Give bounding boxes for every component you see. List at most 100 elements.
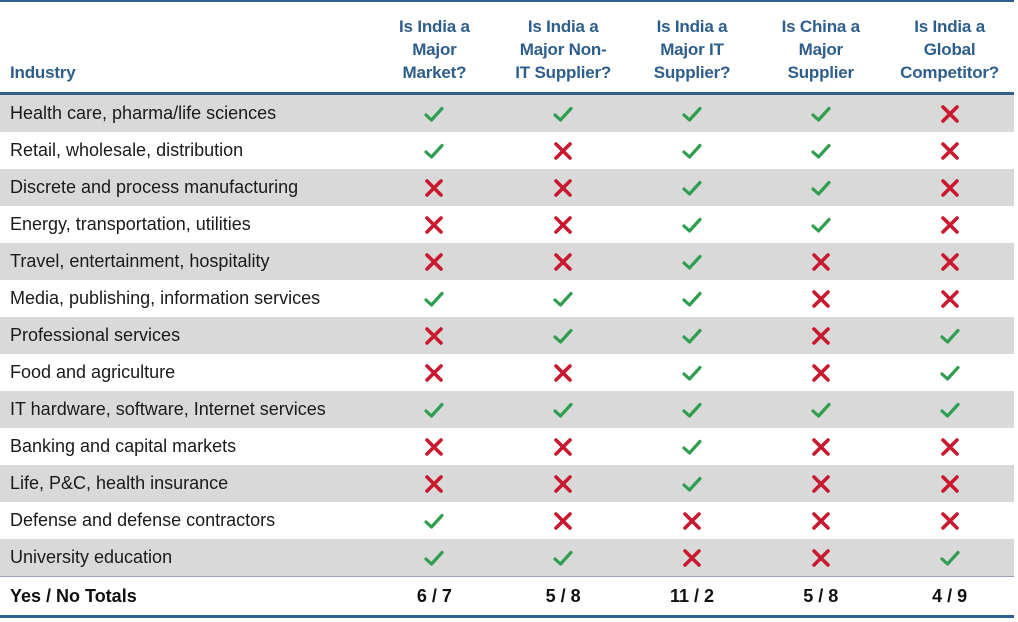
mark-cell [756, 362, 885, 384]
cross-icon [940, 289, 959, 308]
mark-cell [370, 325, 499, 347]
mark-cell [499, 214, 628, 236]
check-icon [553, 328, 573, 344]
cross-icon [554, 252, 572, 271]
mark-cell [885, 510, 1014, 532]
mark-cell [885, 436, 1014, 458]
header-india-non-it-supplier: Is India a Major Non- IT Supplier? [499, 2, 628, 92]
cross-icon [940, 215, 959, 234]
check-icon [682, 106, 702, 122]
table-row: Discrete and process manufacturing [0, 169, 1014, 206]
cross-icon [940, 437, 959, 456]
check-icon [553, 402, 573, 418]
check-icon [682, 143, 702, 159]
check-icon [682, 402, 702, 418]
table-row: Retail, wholesale, distribution [0, 132, 1014, 169]
cross-icon [811, 252, 830, 271]
total-value: 6 / 7 [416, 585, 452, 606]
table-header: Industry Is India a Major Market? Is India… [0, 0, 1014, 95]
cross-icon [811, 474, 830, 493]
mark-cell [628, 510, 757, 532]
industry-name: Defense and defense contractors [10, 510, 276, 530]
mark-cell [499, 103, 628, 125]
mark-cell [885, 473, 1014, 495]
cross-icon [811, 326, 830, 345]
cross-icon [554, 141, 572, 160]
mark-cell [370, 362, 499, 384]
cross-icon [554, 474, 572, 493]
mark-cell [370, 510, 499, 532]
check-icon [682, 254, 702, 270]
industry-name: Energy, transportation, utilities [10, 214, 251, 234]
total-value: 4 / 9 [932, 585, 968, 606]
mark-cell [499, 140, 628, 162]
industry-name: Banking and capital markets [10, 436, 237, 456]
mark-cell [370, 177, 499, 199]
industry-name: Food and agriculture [10, 362, 176, 382]
cross-icon [554, 178, 572, 197]
check-icon [682, 291, 702, 307]
cross-icon [940, 511, 959, 530]
cross-icon [940, 178, 959, 197]
mark-cell [628, 288, 757, 310]
mark-cell [499, 177, 628, 199]
cross-icon [811, 511, 830, 530]
cross-icon [811, 289, 830, 308]
table-row: Media, publishing, information services [0, 280, 1014, 317]
cross-icon [940, 141, 959, 160]
table-row: Life, P&C, health insurance [0, 465, 1014, 502]
check-icon [811, 143, 831, 159]
mark-cell [885, 399, 1014, 421]
table-row: Professional services [0, 317, 1014, 354]
mark-cell [885, 288, 1014, 310]
cross-icon [683, 511, 701, 530]
check-icon [682, 180, 702, 196]
table-body: Health care, pharma/life sciences Retail,… [0, 95, 1014, 576]
mark-cell [885, 362, 1014, 384]
mark-cell [628, 177, 757, 199]
mark-cell [370, 103, 499, 125]
cross-icon [940, 474, 959, 493]
check-icon [424, 291, 444, 307]
mark-cell [499, 251, 628, 273]
check-icon [939, 550, 960, 566]
check-icon [811, 402, 831, 418]
check-icon [553, 291, 573, 307]
check-icon [939, 365, 960, 381]
mark-cell [756, 510, 885, 532]
mark-cell [756, 214, 885, 236]
industry-name: Health care, pharma/life sciences [10, 103, 277, 123]
mark-cell [885, 251, 1014, 273]
cross-icon [683, 548, 701, 567]
cross-icon [425, 252, 444, 271]
header-china-supplier: Is China a Major Supplier [756, 2, 885, 92]
mark-cell [756, 288, 885, 310]
total-value: 5 / 8 [803, 585, 839, 606]
check-icon [424, 402, 444, 418]
industry-name: Discrete and process manufacturing [10, 177, 299, 197]
mark-cell [885, 140, 1014, 162]
mark-cell [628, 103, 757, 125]
table-row: University education [0, 539, 1014, 576]
cross-icon [811, 548, 830, 567]
industry-name: Travel, entertainment, hospitality [10, 251, 270, 271]
header-india-global-competitor: Is India a Global Competitor? [885, 2, 1014, 92]
mark-cell [756, 140, 885, 162]
table-row: Energy, transportation, utilities [0, 206, 1014, 243]
cross-icon [425, 215, 444, 234]
mark-cell [628, 399, 757, 421]
mark-cell [628, 362, 757, 384]
check-icon [939, 328, 960, 344]
mark-cell [499, 547, 628, 569]
mark-cell [370, 214, 499, 236]
cross-icon [940, 104, 959, 123]
check-icon [682, 439, 702, 455]
header-industry-label: Industry [10, 63, 76, 82]
mark-cell [628, 473, 757, 495]
header-india-it-supplier: Is India a Major IT Supplier? [628, 2, 757, 92]
header-industry: Industry [0, 2, 370, 92]
mark-cell [756, 436, 885, 458]
cross-icon [554, 215, 572, 234]
mark-cell [499, 510, 628, 532]
totals-row: Yes / No Totals 6 / 7 5 / 8 11 / 2 5 / 8… [0, 576, 1014, 618]
